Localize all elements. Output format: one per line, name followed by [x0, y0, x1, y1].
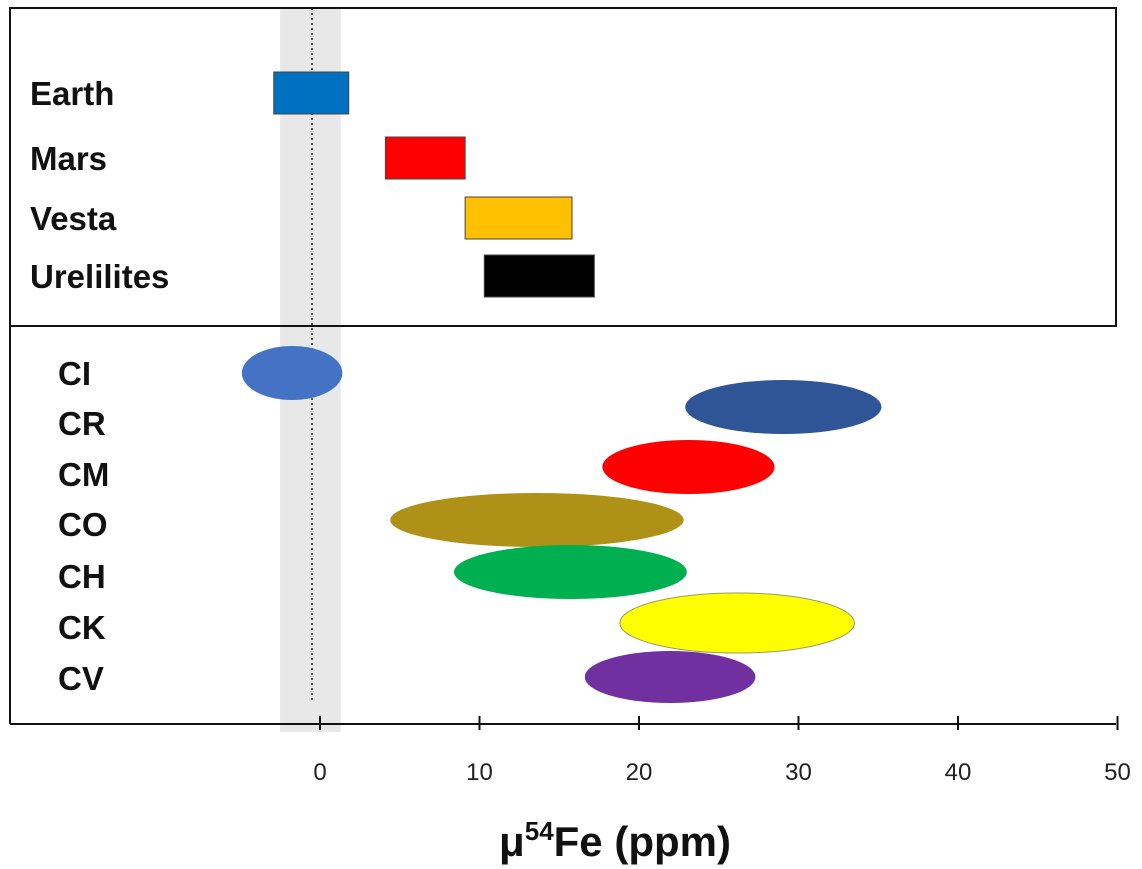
category-label-ck: CK: [58, 609, 106, 646]
x-tick-label-0: 0: [313, 759, 326, 786]
range-ellipse-ch: [453, 545, 687, 599]
range-bar-vesta: [464, 196, 573, 240]
category-label-vesta: Vesta: [30, 200, 117, 237]
category-label-cv: CV: [58, 660, 104, 697]
x-tick-label-20: 20: [626, 759, 653, 786]
x-axis-label-main: Fe (ppm): [554, 818, 731, 865]
category-label-co: CO: [58, 506, 108, 543]
category-label-mars: Mars: [30, 140, 107, 177]
category-label-earth: Earth: [30, 75, 114, 112]
x-axis-label: μ54Fe (ppm): [499, 816, 731, 865]
chondrite-panel: CI CR CM CO CH CK CV: [58, 346, 882, 703]
range-ellipse-ci: [241, 346, 343, 400]
x-axis-label-superscript: 54: [525, 816, 554, 846]
range-bar-earth: [273, 71, 350, 115]
planetary-panel: Earth Mars Vesta Urelilites: [30, 71, 595, 298]
range-ellipse-cr: [685, 380, 882, 434]
x-tick-label-50: 50: [1104, 759, 1131, 786]
category-label-ci: CI: [58, 355, 91, 392]
category-label-cm: CM: [58, 456, 109, 493]
category-label-urelilites: Urelilites: [30, 258, 169, 295]
range-ellipse-cm: [602, 440, 775, 494]
plot-frame: [9, 7, 1117, 724]
range-ellipse-co: [390, 493, 684, 547]
x-tick-label-40: 40: [945, 759, 972, 786]
range-ellipse-cv: [584, 651, 756, 703]
range-ellipse-ck: [619, 592, 855, 654]
range-bar-mars: [384, 136, 466, 180]
x-tick-label-10: 10: [466, 759, 493, 786]
category-label-cr: CR: [58, 405, 106, 442]
range-bar-urelilites: [483, 254, 595, 298]
x-axis: 0 10 20 30 40 50: [10, 716, 1131, 786]
x-axis-label-prefix: μ: [499, 818, 525, 865]
category-label-ch: CH: [58, 558, 106, 595]
top-panel-border: [9, 7, 1117, 327]
x-tick-label-30: 30: [785, 759, 812, 786]
